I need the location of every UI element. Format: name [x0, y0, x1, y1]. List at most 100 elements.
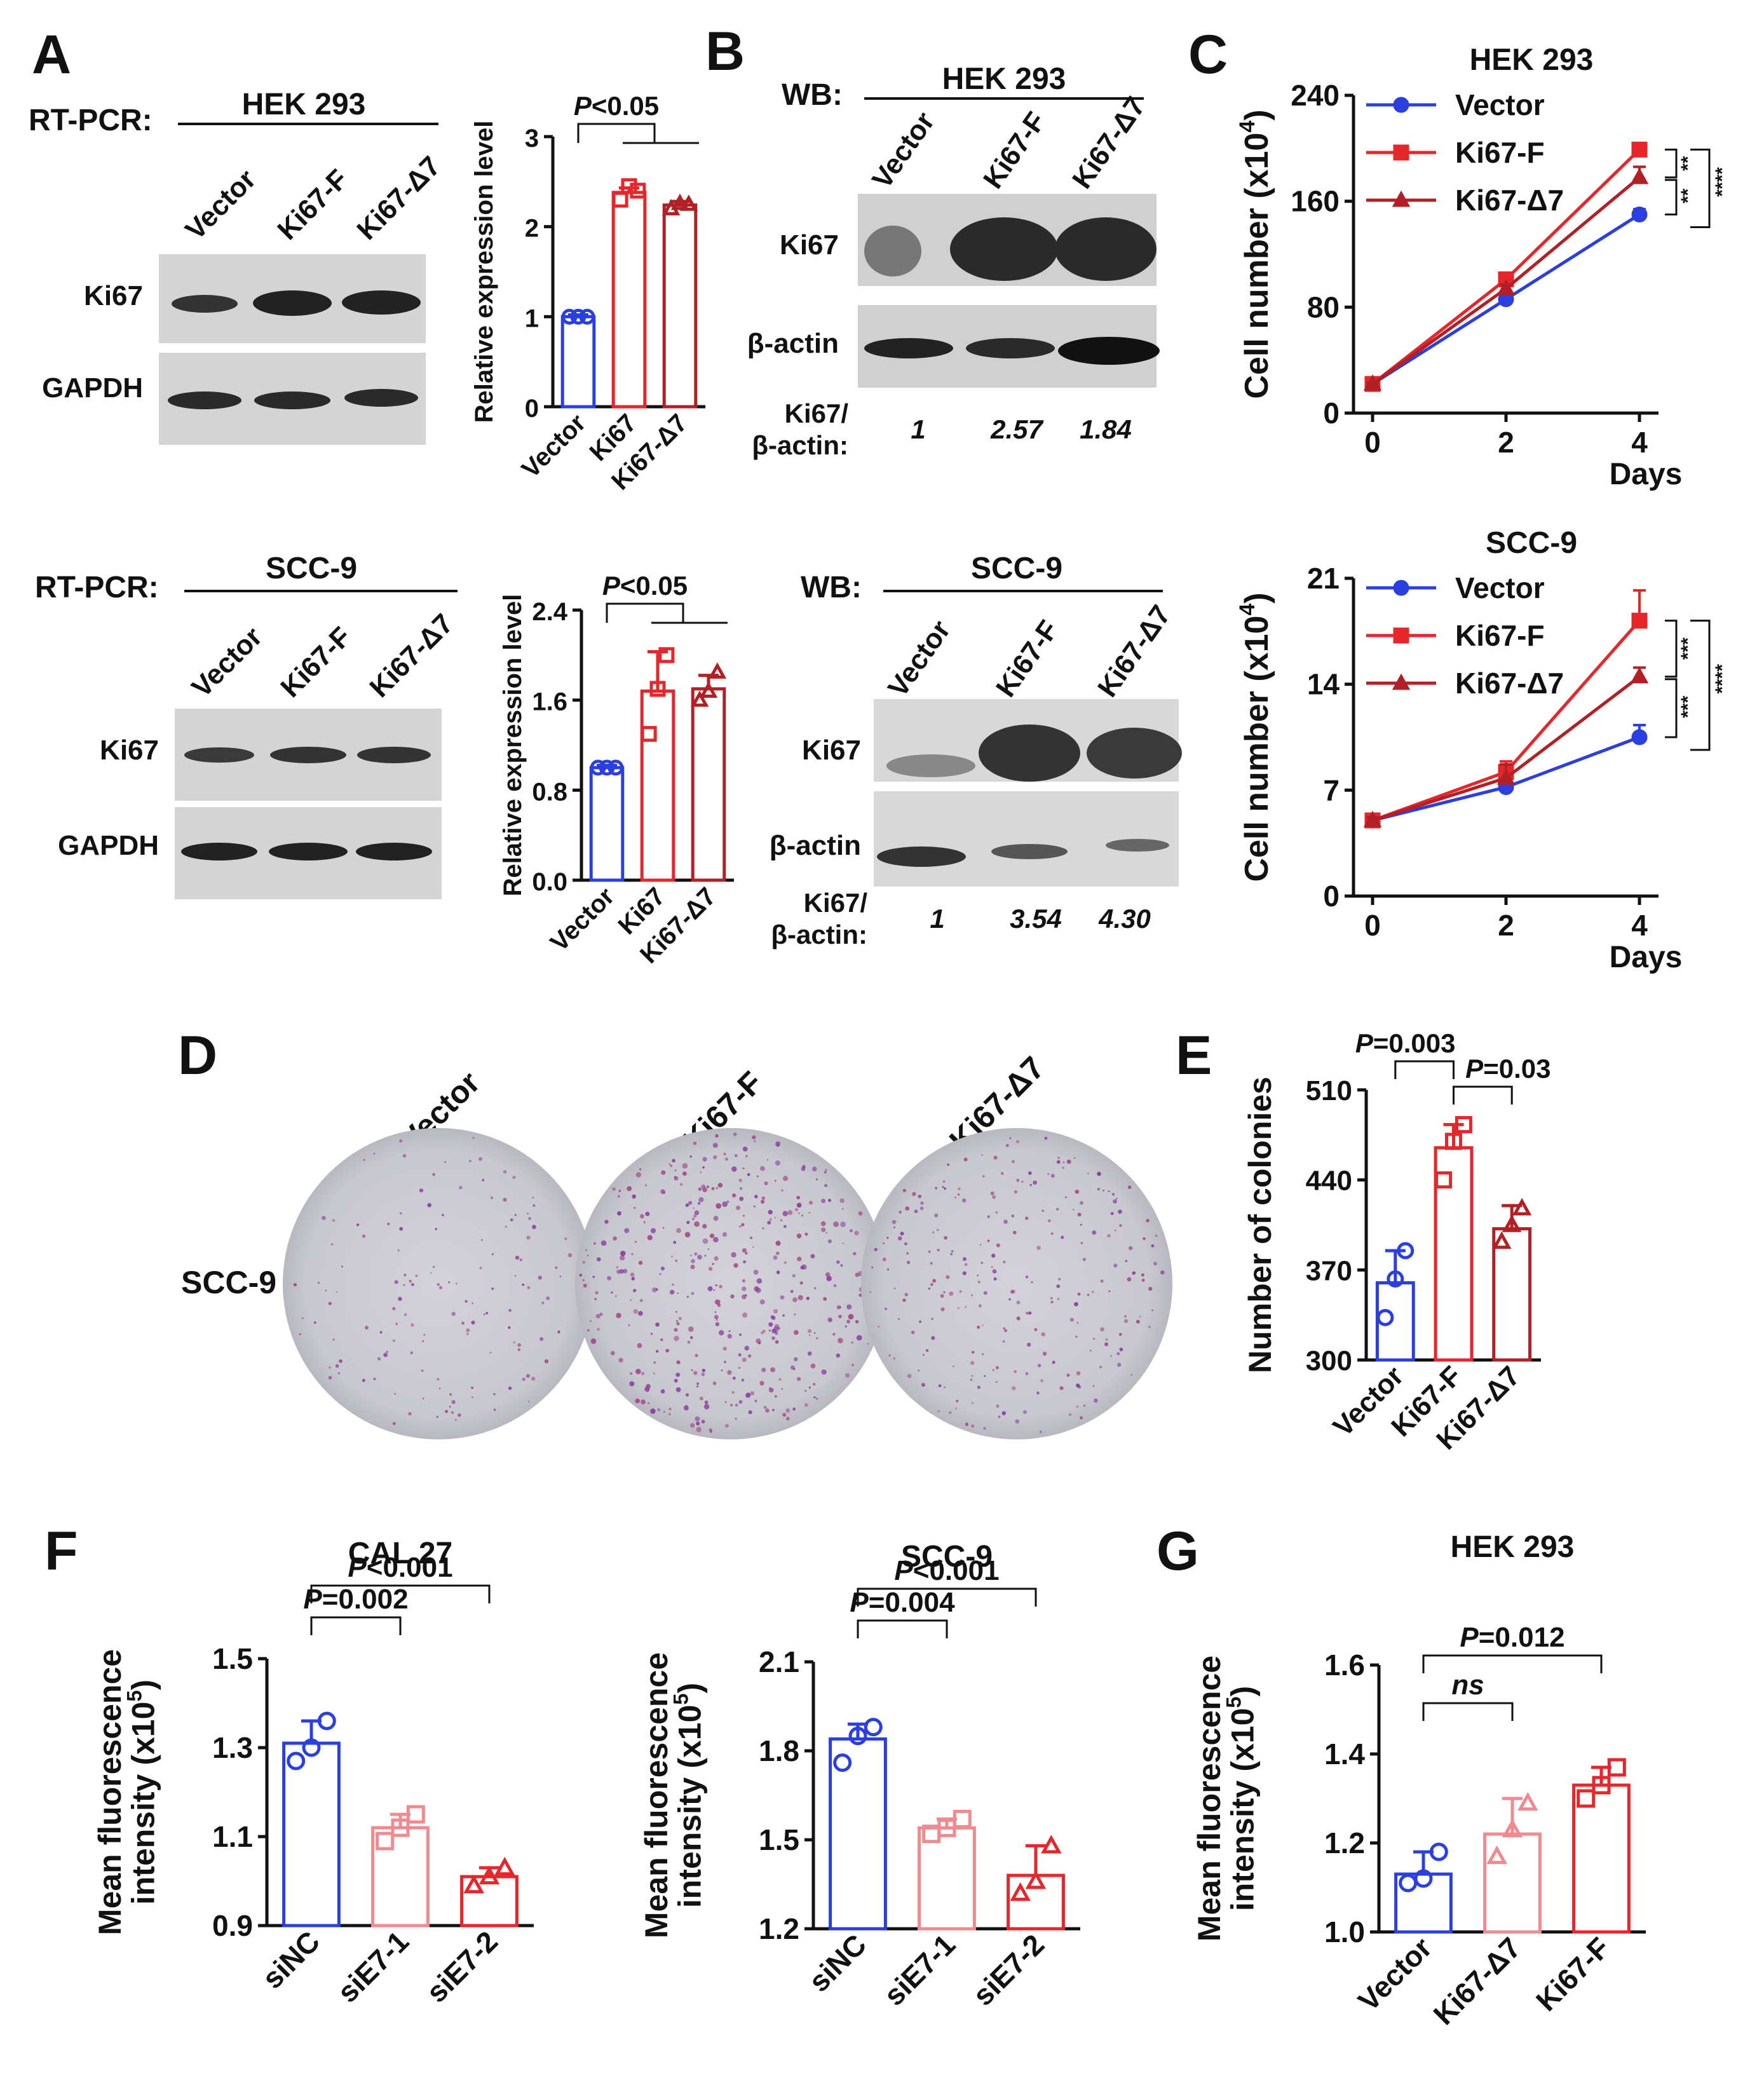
colony: [1056, 1160, 1061, 1164]
colony: [748, 1354, 752, 1358]
colony: [756, 1175, 759, 1178]
colony: [754, 1140, 756, 1143]
colony: [674, 1328, 678, 1332]
colony: [931, 1317, 933, 1320]
colony: [888, 1354, 891, 1357]
colony: [712, 1263, 714, 1265]
colony: [1123, 1319, 1129, 1323]
band-label: Ki67: [780, 229, 839, 261]
colony: [854, 1230, 859, 1236]
colony: [784, 1261, 787, 1264]
y-tick-label: 1.2: [1324, 1826, 1365, 1859]
colony: [610, 1350, 615, 1356]
colony: [846, 1319, 850, 1324]
colony: [1113, 1199, 1117, 1204]
p-value-label: P<0.001: [894, 1555, 999, 1586]
colony: [676, 1228, 681, 1234]
data-point: [1512, 1198, 1532, 1216]
colony: [742, 1167, 745, 1170]
colony: [1064, 1196, 1067, 1199]
lane-label: Ki67-F: [275, 621, 357, 704]
data-point: [1435, 1171, 1453, 1189]
y-axis-label: intensity (x105): [670, 1683, 708, 1908]
colony: [1119, 1224, 1122, 1227]
colony: [394, 1280, 398, 1284]
colony: [925, 1349, 929, 1352]
colony: [736, 1206, 741, 1211]
bracket: [1690, 148, 1711, 228]
colony: [669, 1289, 675, 1295]
colony: [660, 1389, 665, 1394]
colony: [708, 1267, 713, 1271]
colony: [685, 1203, 689, 1207]
colony: [774, 1180, 777, 1182]
colony: [660, 1338, 663, 1342]
colony: [851, 1341, 853, 1344]
colony: [503, 1197, 507, 1202]
p-value-label: P=0.03: [1465, 1054, 1550, 1084]
colony: [1011, 1289, 1015, 1294]
colony: [1093, 1338, 1095, 1340]
data-point: [649, 681, 666, 697]
band-label: Ki67: [100, 735, 159, 766]
colony: [878, 1326, 879, 1328]
bracket: [1422, 1702, 1514, 1721]
data-point: [621, 178, 637, 194]
colony: [983, 1427, 986, 1430]
colony: [793, 1357, 798, 1362]
data-point: [1429, 1842, 1448, 1861]
y-tick-label: 80: [1307, 290, 1340, 323]
colony: [400, 1212, 402, 1214]
colony: [947, 1163, 950, 1166]
colony: [893, 1288, 896, 1289]
colony: [782, 1413, 787, 1417]
colony: [399, 1227, 404, 1231]
colony: [964, 1263, 968, 1267]
colony: [599, 1312, 603, 1316]
bracket: [1665, 148, 1678, 179]
colony: [423, 1333, 426, 1336]
colony: [670, 1164, 673, 1167]
colony: [948, 1411, 952, 1414]
colony: [970, 1378, 973, 1381]
method-label: WB:: [782, 78, 843, 112]
colony: [1074, 1302, 1078, 1307]
colony: [618, 1190, 621, 1192]
colony: [797, 1295, 803, 1301]
y-axis-label: Cell number (x104): [1235, 109, 1275, 398]
data-point: [1041, 1835, 1062, 1854]
colony: [514, 1275, 517, 1277]
data-point: [1414, 1869, 1433, 1888]
colony: [723, 1153, 726, 1155]
colony: [693, 1141, 697, 1145]
colony: [611, 1291, 613, 1294]
colony: [395, 1322, 398, 1326]
y-axis-label: Relative expression level: [499, 594, 527, 897]
colony: [765, 1408, 770, 1413]
lane-label: Ki67-F: [271, 163, 354, 246]
colony: [491, 1253, 494, 1256]
x-tick-label: Ki67-F: [1530, 1931, 1616, 2017]
wb-band: [864, 338, 953, 358]
colony: [482, 1179, 485, 1181]
colony: [693, 1371, 698, 1375]
data-point: [1502, 1818, 1523, 1838]
colony: [781, 1388, 784, 1390]
y-tick-label: 1.1: [212, 1820, 253, 1853]
colony: [517, 1348, 520, 1351]
colony: [713, 1216, 719, 1221]
legend-label: Ki67-Δ7: [1455, 184, 1564, 217]
colony: [555, 1266, 558, 1269]
colony: [596, 1257, 601, 1261]
colony: [738, 1353, 742, 1357]
colony: [505, 1225, 507, 1228]
colony: [825, 1169, 827, 1171]
colony: [740, 1187, 743, 1190]
colony: [458, 1413, 461, 1417]
colony: [1015, 1140, 1020, 1144]
colony: [930, 1283, 933, 1286]
significance-label: ***: [1678, 696, 1699, 718]
colony: [734, 1154, 738, 1157]
colony: [613, 1236, 617, 1241]
